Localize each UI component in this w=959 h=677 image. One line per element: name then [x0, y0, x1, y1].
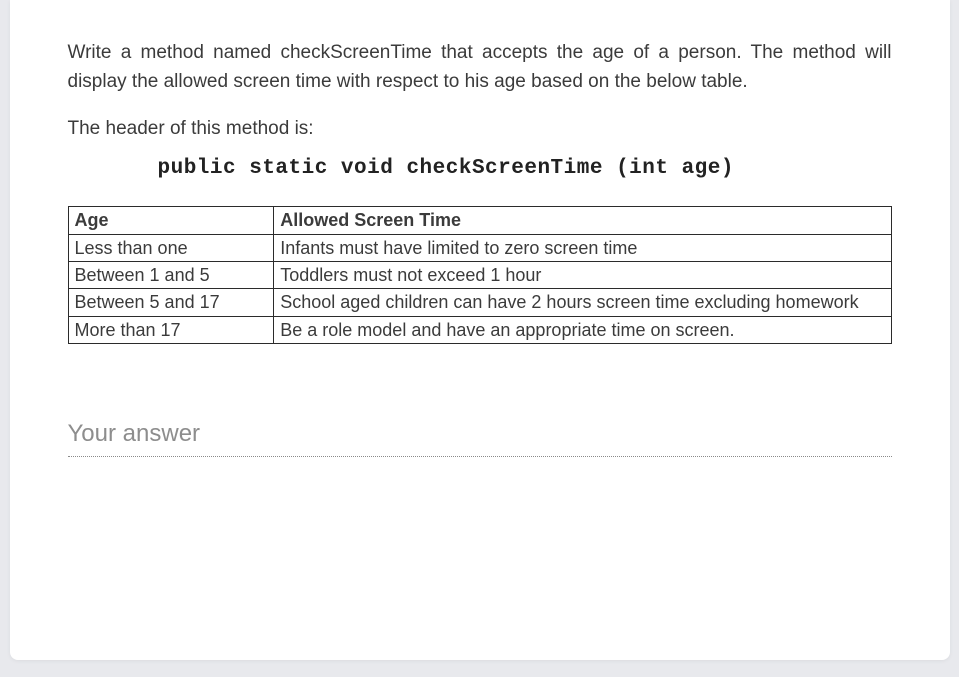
cell-allowed: Be a role model and have an appropriate … — [274, 316, 891, 343]
method-header-intro: The header of this method is: — [68, 115, 892, 144]
col-header-allowed: Allowed Screen Time — [274, 207, 891, 234]
question-card: Write a method named checkScreenTime tha… — [10, 0, 950, 660]
cell-age: Between 1 and 5 — [68, 261, 274, 288]
cell-allowed: Infants must have limited to zero screen… — [274, 234, 891, 261]
table-row: Between 5 and 17 School aged children ca… — [68, 289, 891, 316]
answer-input[interactable] — [68, 416, 892, 457]
cell-age: Less than one — [68, 234, 274, 261]
method-signature: public static void checkScreenTime (int … — [68, 157, 892, 180]
answer-field-container — [68, 416, 892, 457]
table-row: Less than one Infants must have limited … — [68, 234, 891, 261]
question-prompt: Write a method named checkScreenTime tha… — [68, 38, 892, 97]
cell-age: Between 5 and 17 — [68, 289, 274, 316]
table-row: Between 1 and 5 Toddlers must not exceed… — [68, 261, 891, 288]
cell-age: More than 17 — [68, 316, 274, 343]
table-header-row: Age Allowed Screen Time — [68, 207, 891, 234]
screen-time-table: Age Allowed Screen Time Less than one In… — [68, 206, 892, 343]
cell-allowed: Toddlers must not exceed 1 hour — [274, 261, 891, 288]
cell-allowed: School aged children can have 2 hours sc… — [274, 289, 891, 316]
table-row: More than 17 Be a role model and have an… — [68, 316, 891, 343]
col-header-age: Age — [68, 207, 274, 234]
